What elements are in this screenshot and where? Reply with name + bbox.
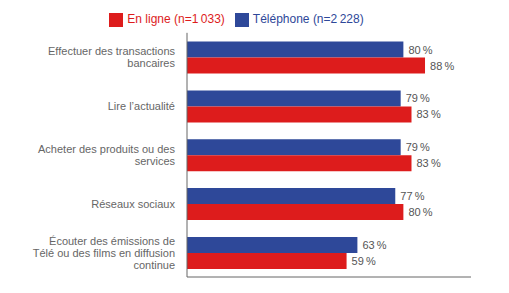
svg-text:88 %: 88 % (430, 60, 454, 72)
svg-text:59 %: 59 % (352, 255, 376, 267)
svg-text:Acheter des produits ou des: Acheter des produits ou des (38, 143, 175, 155)
svg-text:Réseaux sociaux: Réseaux sociaux (91, 198, 175, 210)
html-text:En ligne (n=1 033): En ligne (n=1 033) (127, 12, 225, 26)
svg-text:Lire l’actualité: Lire l’actualité (108, 100, 175, 112)
svg-text:continue: continue (133, 259, 175, 271)
svg-text:services: services (135, 155, 176, 167)
html-text:Téléphone (n=2 228): Téléphone (n=2 228) (252, 12, 364, 26)
svg-text:Télé ou des films en diffusion: Télé ou des films en diffusion (33, 247, 175, 259)
svg-text:Effectuer des transactions: Effectuer des transactions (48, 45, 175, 57)
svg-text:77 %: 77 % (400, 190, 424, 202)
svg-text:bancaires: bancaires (127, 57, 175, 69)
svg-text:83 %: 83 % (416, 157, 440, 169)
svg-text:63 %: 63 % (362, 239, 386, 251)
svg-text:79 %: 79 % (406, 141, 430, 153)
svg-text:80 %: 80 % (408, 44, 432, 56)
svg-text:79 %: 79 % (406, 92, 430, 104)
svg-text:80 %: 80 % (408, 206, 432, 218)
svg-text:83 %: 83 % (416, 108, 440, 120)
svg-text:Écouter des émissions de: Écouter des émissions de (49, 235, 175, 247)
